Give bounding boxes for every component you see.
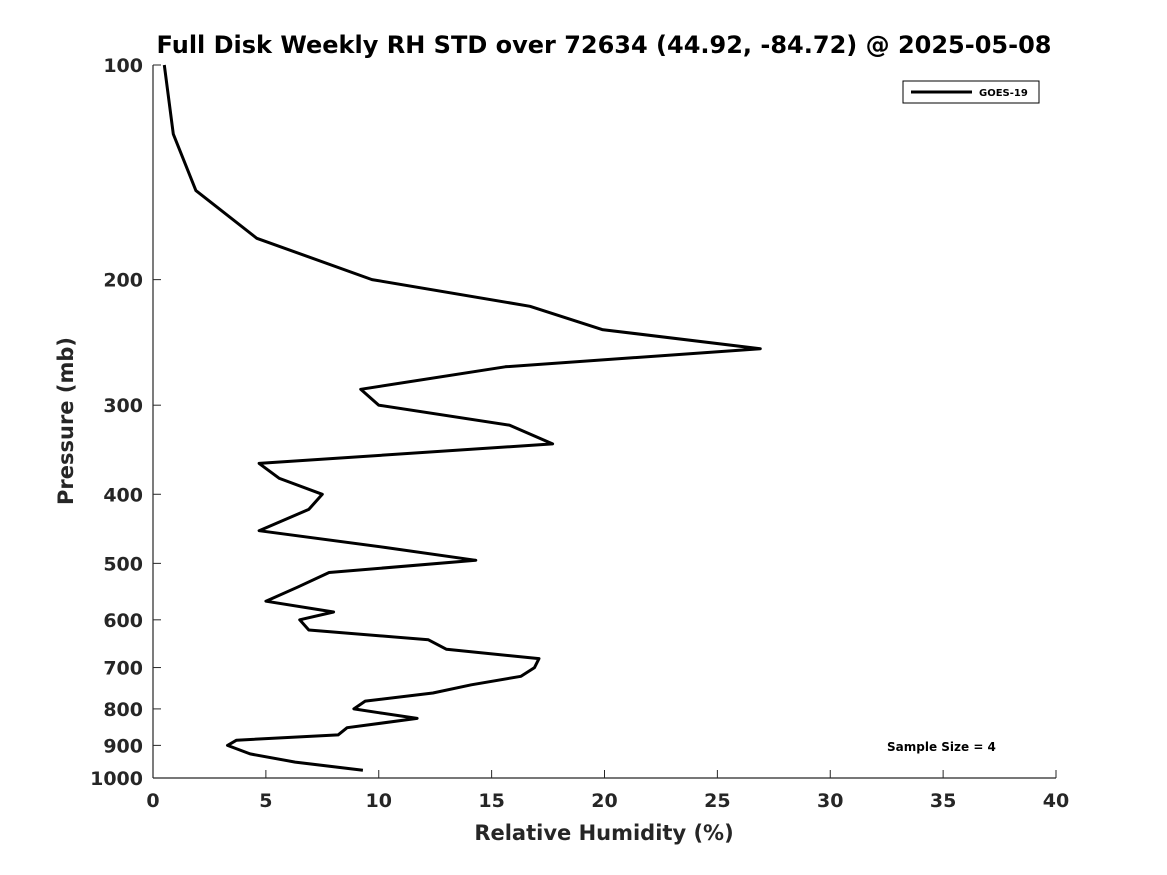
x-tick-label: 30 xyxy=(817,790,843,812)
x-tick-label: 15 xyxy=(478,790,504,812)
x-tick-label: 20 xyxy=(591,790,617,812)
legend: GOES-19 xyxy=(902,80,1040,104)
y-axis: 100 200 300 400 500 600 700 800 900 1000 xyxy=(90,55,161,790)
x-tick-label: 25 xyxy=(704,790,730,812)
x-tick-label: 5 xyxy=(259,790,272,812)
x-tick-label: 40 xyxy=(1043,790,1069,812)
x-tick-label: 35 xyxy=(930,790,956,812)
y-tick-label: 200 xyxy=(103,270,143,292)
y-tick-label: 100 xyxy=(103,55,143,77)
y-tick-label: 400 xyxy=(103,484,143,506)
legend-label-goes-19: GOES-19 xyxy=(979,88,1028,99)
x-tick-label: 10 xyxy=(366,790,392,812)
y-tick-label: 1000 xyxy=(90,768,143,790)
y-tick-label: 600 xyxy=(103,610,143,632)
y-tick-label: 300 xyxy=(103,395,143,417)
sample-size-annotation: Sample Size = 4 xyxy=(887,740,996,754)
series-line-goes-19 xyxy=(162,64,762,772)
x-axis-label: Relative Humidity (%) xyxy=(474,821,733,845)
y-axis-label: Pressure (mb) xyxy=(54,337,78,505)
y-tick-label: 700 xyxy=(103,658,143,680)
chart-title: Full Disk Weekly RH STD over 72634 (44.9… xyxy=(157,31,1052,59)
x-axis: 0 5 10 15 20 25 30 35 40 xyxy=(146,770,1069,812)
y-tick-label: 800 xyxy=(103,699,143,721)
y-tick-label: 500 xyxy=(103,553,143,575)
x-tick-label: 0 xyxy=(146,790,159,812)
y-tick-label: 900 xyxy=(103,735,143,757)
